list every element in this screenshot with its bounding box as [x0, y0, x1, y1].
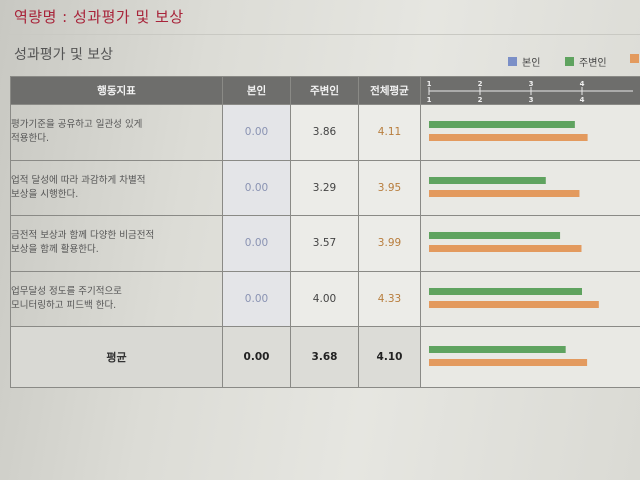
overall-score: 4.11 [358, 104, 421, 161]
self-score: 0.00 [222, 104, 291, 161]
behavior-line: 평가기준을 공유하고 일관성 있게 [11, 119, 143, 131]
behavior-line: 모니터링하고 피드백 한다. [11, 300, 117, 312]
scale-tick-label: 2 [478, 80, 483, 88]
average-bar-chart [429, 346, 588, 367]
behavior-text: 금전적 보상과 함께 다양한 비금전적 보상을 함께 활용한다. [10, 215, 223, 272]
scale-axis: 1 1 2 2 3 3 4 4 [427, 80, 633, 104]
self-score: 0.00 [222, 270, 291, 328]
bar-cell [420, 326, 640, 388]
scale-tick-label: 1 [427, 96, 432, 104]
behavior-line: 업적 달성에 따라 과감하게 차별적 [11, 174, 146, 186]
row-bar-chart [429, 121, 588, 142]
overall-score: 4.33 [358, 270, 421, 328]
legend-label-peers: 주변인 [579, 58, 607, 69]
scale-tick-label: 3 [529, 80, 534, 88]
section-title: 성과평가 및 보상 [14, 47, 114, 63]
average-peers-score: 3.68 [290, 326, 359, 388]
scale-tick-label: 4 [580, 80, 585, 88]
behavior-line: 보상을 함께 활용한다. [11, 244, 99, 256]
title-divider [0, 34, 640, 35]
table-row: 평가기준을 공유하고 일관성 있게 적용한다. 0.00 3.86 4.11 [10, 104, 640, 161]
scale-tick-label: 2 [478, 96, 483, 104]
overall-bar [429, 245, 582, 253]
row-bar-chart [429, 288, 599, 309]
legend-swatch-peers [565, 57, 574, 66]
bar-cell [420, 104, 640, 161]
overall-bar [429, 301, 599, 309]
header-scale: 1 1 2 2 3 3 4 4 [420, 76, 640, 105]
average-overall-score: 4.10 [358, 326, 421, 388]
behavior-score-table: 행동지표 본인 주변인 전체평균 1 1 2 2 3 3 4 4 평가기준을 공유하고 일관성… [10, 76, 640, 388]
peers-bar [429, 232, 561, 240]
peers-score: 3.86 [290, 104, 359, 161]
header-peers: 주변인 [290, 76, 359, 105]
peers-score: 3.57 [290, 215, 359, 272]
behavior-line: 적용한다. [11, 133, 49, 145]
behavior-text: 업적 달성에 따라 과감하게 차별적 보상을 시행한다. [10, 159, 223, 217]
peers-bar [429, 346, 566, 354]
overall-score: 3.95 [358, 159, 421, 217]
table-row: 업무달성 정도를 주기적으로 모니터링하고 피드백 한다. 0.00 4.00 … [10, 270, 640, 328]
table-header-row: 행동지표 본인 주변인 전체평균 1 1 2 2 3 3 4 4 [10, 76, 640, 105]
self-score: 0.00 [222, 215, 291, 272]
scale-tick-label: 1 [427, 80, 432, 88]
behavior-text: 평가기준을 공유하고 일관성 있게 적용한다. [10, 104, 223, 161]
table-row: 금전적 보상과 함께 다양한 비금전적 보상을 함께 활용한다. 0.00 3.… [10, 215, 640, 272]
self-score: 0.00 [222, 159, 291, 217]
average-self-score: 0.00 [222, 326, 291, 388]
peers-bar [429, 121, 575, 129]
legend-item-self: 본인 [508, 54, 540, 69]
row-bar-chart [429, 232, 582, 253]
bar-cell [420, 270, 640, 328]
legend-swatch-self [508, 57, 517, 66]
bar-cell [420, 159, 640, 217]
page-title: 역량명 : 성과평가 및 보상 [14, 8, 184, 26]
scale-tick-label: 3 [529, 96, 534, 104]
overall-score: 3.99 [358, 215, 421, 272]
peers-bar [429, 288, 582, 296]
average-row: 평균 0.00 3.68 4.10 [10, 326, 640, 388]
legend-label-self: 본인 [522, 58, 541, 69]
overall-bar [429, 359, 588, 367]
header-behavior: 행동지표 [10, 76, 223, 105]
peers-score: 3.29 [290, 159, 359, 217]
row-bar-chart [429, 176, 580, 197]
overall-bar [429, 134, 588, 142]
overall-bar [429, 189, 580, 197]
behavior-line: 업무달성 정도를 주기적으로 [11, 286, 122, 298]
peers-bar [429, 176, 546, 184]
behavior-line: 금전적 보상과 함께 다양한 비금전적 [11, 230, 155, 242]
legend-item-peers: 주변인 [565, 54, 607, 69]
peers-score: 4.00 [290, 270, 359, 328]
behavior-line: 보상을 시행한다. [11, 188, 79, 200]
table-row: 업적 달성에 따라 과감하게 차별적 보상을 시행한다. 0.00 3.29 3… [10, 159, 640, 217]
scale-tick-label: 4 [580, 96, 585, 104]
header-self: 본인 [222, 76, 291, 105]
behavior-text: 업무달성 정도를 주기적으로 모니터링하고 피드백 한다. [10, 270, 223, 328]
bar-cell [420, 215, 640, 272]
average-label: 평균 [10, 326, 223, 388]
header-overall: 전체평균 [358, 76, 421, 105]
legend-swatch-overall [630, 54, 639, 63]
legend-item-overall [630, 54, 640, 63]
